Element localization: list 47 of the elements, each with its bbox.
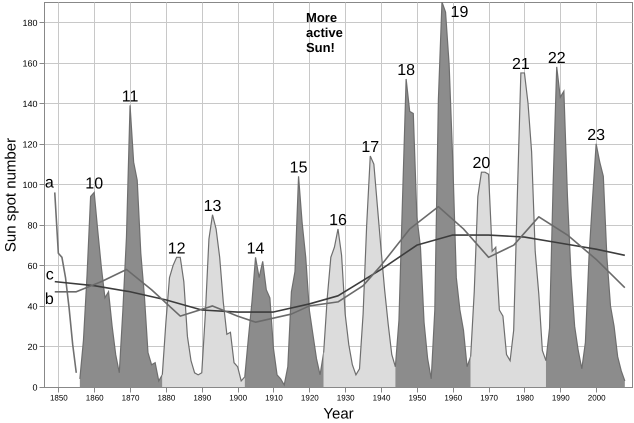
y-axis-title: Sun spot number (2, 138, 20, 252)
annotation: 18 (397, 62, 416, 79)
x-tick-label: 1980 (516, 394, 534, 402)
x-tick-label: 1900 (229, 394, 248, 402)
annotation: 13 (204, 198, 222, 215)
y-tick-label: 180 (22, 18, 38, 28)
x-tick-label: 2000 (588, 394, 606, 402)
annotation: 22 (548, 50, 566, 67)
annotation: 11 (122, 88, 138, 106)
x-tick-label: 1990 (552, 394, 570, 402)
series-label: c (46, 266, 54, 284)
x-tick-label: 1870 (122, 394, 140, 402)
annotation: 15 (290, 159, 308, 176)
annotation: 16 (329, 212, 347, 229)
x-tick-label: 1890 (193, 394, 212, 402)
x-tick-label: 1930 (336, 394, 356, 402)
annotation: 21 (512, 56, 530, 73)
x-tick-label: 1970 (480, 394, 499, 402)
annotation: 19 (450, 4, 468, 22)
x-tick-label: 1910 (265, 394, 284, 402)
x-tick-label: 1860 (86, 394, 104, 402)
annotation: 14 (246, 240, 265, 258)
x-tick-label: 1850 (50, 394, 68, 402)
annotation: 17 (361, 139, 380, 156)
line-series (54, 234, 626, 313)
y-tick-label: 0 (32, 382, 38, 392)
annotation: 10 (85, 175, 104, 192)
x-axis-title: Year (323, 406, 354, 422)
y-tick-label: 120 (22, 139, 38, 150)
y-tick-label: 100 (22, 180, 38, 190)
annotation: a (44, 174, 54, 192)
y-tick-label: 80 (27, 220, 38, 230)
x-tick-label: 1950 (408, 394, 427, 402)
annotation: 12 (168, 240, 186, 258)
y-tick-label: 40 (27, 301, 38, 312)
x-tick-label: 1960 (444, 394, 463, 402)
y-tick-label: 60 (27, 260, 38, 271)
annotation: 20 (472, 155, 490, 172)
series-label: b (44, 290, 54, 308)
y-tick-label: 160 (22, 58, 38, 68)
x-tick-label: 1940 (372, 394, 391, 402)
annotation: More active Sun! (306, 10, 343, 55)
annotation: 23 (587, 126, 606, 144)
y-tick-label: 140 (22, 98, 38, 109)
x-tick-label: 1880 (158, 394, 176, 402)
y-tick-label: 20 (27, 342, 38, 352)
x-tick-label: 1920 (300, 394, 320, 402)
